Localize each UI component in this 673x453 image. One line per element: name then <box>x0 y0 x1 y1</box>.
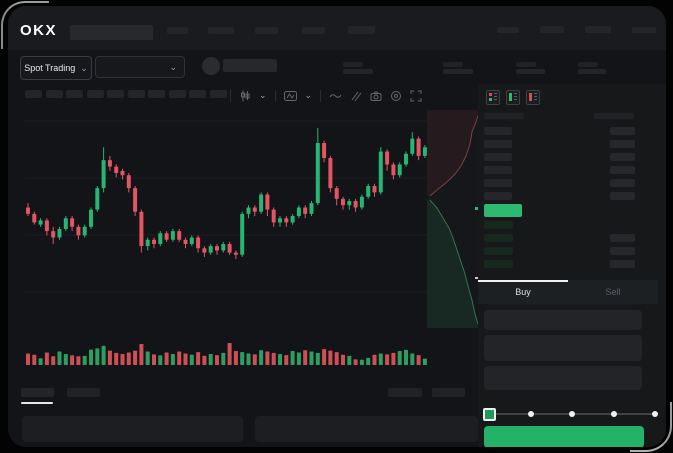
tab-sell[interactable]: Sell <box>605 287 621 297</box>
chevron-down-icon: ⌄ <box>169 61 177 72</box>
nav-right-placeholder[interactable] <box>585 26 611 33</box>
fullscreen-icon[interactable] <box>410 90 422 102</box>
chevron-down-icon[interactable]: ⌄ <box>304 90 313 100</box>
divider <box>230 89 231 102</box>
market-type-label: Spot Trading <box>24 63 76 73</box>
slider-stop[interactable] <box>610 411 617 417</box>
nav-right-placeholder[interactable] <box>497 27 519 33</box>
ask-row[interactable] <box>8 153 635 166</box>
line-tool-icon[interactable] <box>329 90 342 102</box>
timeframe-button-placeholder[interactable] <box>107 90 124 98</box>
ask-row[interactable] <box>8 192 635 205</box>
slider-stop[interactable] <box>652 411 658 417</box>
buy-submit-button[interactable] <box>484 426 644 447</box>
total-input[interactable] <box>484 366 642 390</box>
bottom-tab-active-placeholder[interactable] <box>21 388 54 397</box>
nav-item-placeholder[interactable] <box>208 27 234 34</box>
camera-icon[interactable] <box>370 90 382 102</box>
bid-row[interactable] <box>8 260 635 273</box>
stat-label-placeholder <box>578 62 598 67</box>
book-all-view-icon[interactable] <box>486 90 500 105</box>
timeframe-button-placeholder[interactable] <box>127 90 145 98</box>
nav-item-placeholder[interactable] <box>302 27 325 34</box>
slider-handle[interactable] <box>482 407 496 421</box>
depth-chart[interactable] <box>427 110 480 328</box>
bottom-panel-left <box>22 416 243 442</box>
nav-right-placeholder[interactable] <box>632 27 656 33</box>
trade-tabs: Buy Sell <box>478 280 658 304</box>
bottom-panel-right <box>255 416 478 442</box>
bid-row[interactable] <box>8 234 635 247</box>
bottom-action-placeholder[interactable] <box>388 388 422 397</box>
volume-bars <box>26 343 427 365</box>
slider-stop[interactable] <box>527 411 534 417</box>
market-type-dropdown[interactable]: Spot Trading ⌄ <box>20 56 92 80</box>
stat-label-placeholder <box>516 62 536 67</box>
last-price-row[interactable] <box>484 204 522 217</box>
active-tab-indicator <box>478 280 568 282</box>
coin-avatar[interactable] <box>202 57 220 75</box>
timeframe-button-placeholder[interactable] <box>45 90 63 98</box>
nav-item-placeholder[interactable] <box>167 27 188 34</box>
timeframe-button-placeholder[interactable] <box>168 90 186 98</box>
timeframe-button-placeholder[interactable] <box>209 90 227 98</box>
app-screen: OKX Spot Trading ⌄ ⌄ <box>8 6 666 447</box>
slider-stop[interactable] <box>569 411 575 417</box>
orderbook-header-amount <box>594 113 634 119</box>
drawing-tools-icon[interactable] <box>350 90 362 102</box>
nav-item-placeholder[interactable] <box>348 26 375 34</box>
price-input[interactable] <box>484 310 642 330</box>
nav-item-placeholder[interactable] <box>255 27 278 34</box>
stat-value-placeholder <box>443 69 473 74</box>
tab-buy[interactable]: Buy <box>515 287 531 297</box>
pair-name-placeholder <box>223 59 277 72</box>
chevron-down-icon[interactable]: ⌄ <box>259 90 267 100</box>
indicators-icon[interactable] <box>283 90 297 102</box>
chart-toolbar: ⌄ ⌄ <box>230 89 422 102</box>
bezel-corner-bottom-right <box>630 402 672 452</box>
timeframe-button-placeholder[interactable] <box>86 90 104 98</box>
bezel-corner-top-left <box>1 1 49 49</box>
book-asks-view-icon[interactable] <box>526 90 540 105</box>
pair-selector-dropdown[interactable]: ⌄ <box>95 56 185 78</box>
ask-row[interactable] <box>8 166 635 179</box>
ask-row[interactable] <box>8 127 635 140</box>
orderbook-header-price <box>484 113 524 119</box>
nav-right-placeholder[interactable] <box>540 26 564 33</box>
timeframe-button-placeholder[interactable] <box>66 90 83 98</box>
stat-value-placeholder <box>578 69 606 74</box>
bottom-tab-placeholder[interactable] <box>67 388 100 397</box>
timeframe-button-placeholder[interactable] <box>25 90 42 98</box>
stat-label-placeholder <box>443 62 463 67</box>
search-bar-placeholder[interactable] <box>70 25 153 40</box>
chevron-down-icon: ⌄ <box>80 62 88 73</box>
stat-value-placeholder <box>343 69 373 74</box>
stat-label-placeholder <box>343 62 363 67</box>
candlestick-chart[interactable] <box>25 110 429 336</box>
stat-value-placeholder <box>516 69 545 74</box>
orderbook-view-toggles <box>486 90 540 105</box>
ask-row[interactable] <box>8 140 635 153</box>
timeframe-button-placeholder[interactable] <box>189 90 206 98</box>
bottom-tab-underline <box>21 402 53 404</box>
bid-row[interactable] <box>8 221 513 234</box>
bid-row[interactable] <box>8 247 635 260</box>
amount-input[interactable] <box>484 335 642 361</box>
ask-row[interactable] <box>8 179 635 192</box>
settings-icon[interactable] <box>390 90 402 102</box>
okx-logo[interactable]: OKX <box>20 22 58 39</box>
timeframe-button-placeholder[interactable] <box>148 90 165 98</box>
divider <box>320 89 322 102</box>
book-bids-view-icon[interactable] <box>506 90 520 105</box>
candlestick-style-icon[interactable] <box>239 90 251 102</box>
bottom-action-placeholder[interactable] <box>432 388 465 397</box>
divider <box>274 89 276 102</box>
